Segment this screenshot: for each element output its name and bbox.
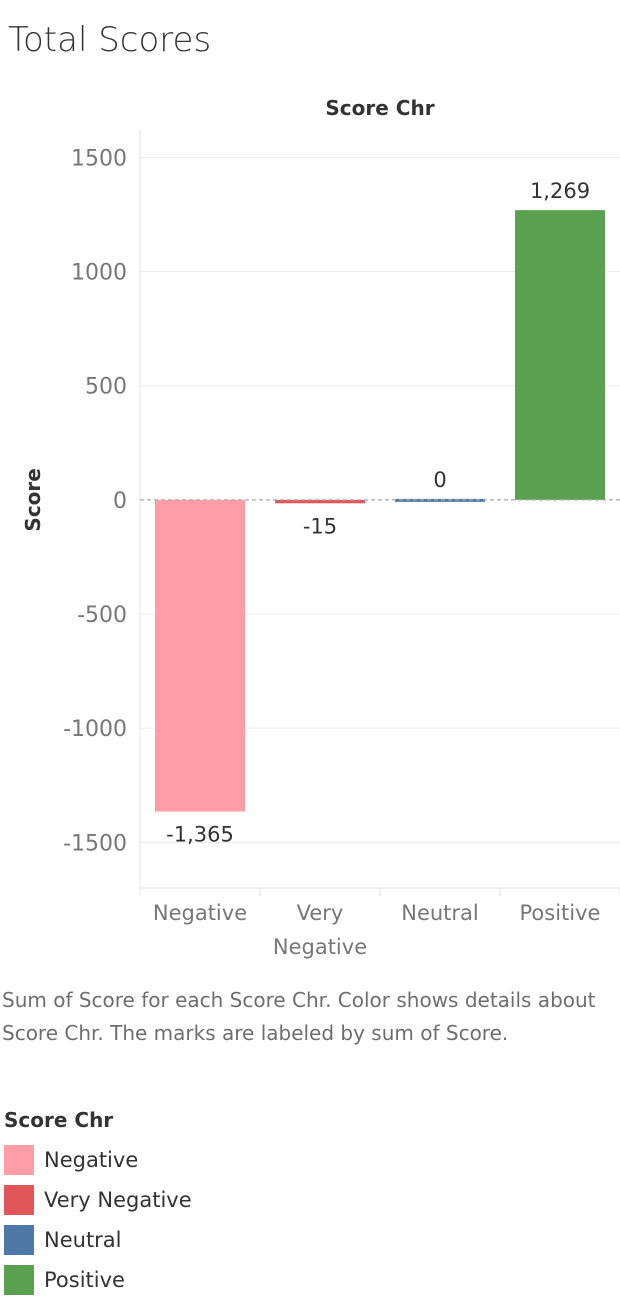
legend-item-positive[interactable]: Positive <box>4 1260 192 1300</box>
legend-label: Very Negative <box>44 1188 192 1212</box>
legend-swatch <box>4 1185 34 1215</box>
chart-title: Total Scores <box>8 20 212 60</box>
legend: Score Chr Negative Very Negative Neutral… <box>4 1108 192 1300</box>
y-axis-title: Score <box>21 468 45 531</box>
bar-positive <box>515 210 605 500</box>
x-tick-label: Neutral <box>401 901 479 925</box>
legend-title: Score Chr <box>4 1108 114 1132</box>
data-label: 1,269 <box>530 179 590 203</box>
legend-swatch <box>4 1265 34 1295</box>
bar-very-negative <box>275 499 365 504</box>
y-tick-label: 500 <box>85 375 127 400</box>
data-label: 0 <box>433 468 446 492</box>
legend-item-negative[interactable]: Negative <box>4 1140 192 1180</box>
y-tick-label: -500 <box>77 603 127 628</box>
y-tick-label: 1000 <box>71 261 127 286</box>
legend-swatch <box>4 1145 34 1175</box>
x-tick-label: Very <box>297 901 344 925</box>
y-tick-label: 1500 <box>71 146 127 171</box>
column-header: Score Chr <box>325 96 434 120</box>
legend-label: Positive <box>44 1268 125 1292</box>
legend-item-neutral[interactable]: Neutral <box>4 1220 192 1260</box>
x-tick-label: Negative <box>153 901 247 925</box>
data-label: -15 <box>303 514 337 538</box>
bar-chart: Score Chr 1500 1000 500 0 -500 -1000 -1500 Score… <box>21 96 620 959</box>
bar-negative <box>155 499 245 812</box>
bar-neutral <box>395 498 485 502</box>
legend-swatch <box>4 1225 34 1255</box>
legend-label: Neutral <box>44 1228 122 1252</box>
x-tick-label: Positive <box>520 901 601 925</box>
x-tick-label: Negative <box>273 935 367 959</box>
y-tick-label: -1500 <box>63 831 127 856</box>
legend-item-very-negative[interactable]: Very Negative <box>4 1180 192 1220</box>
y-tick-label: 0 <box>113 489 127 514</box>
data-label: -1,365 <box>166 823 234 847</box>
chart-caption: Sum of Score for each Score Chr. Color s… <box>2 988 596 1045</box>
y-tick-label: -1000 <box>63 717 127 742</box>
legend-label: Negative <box>44 1148 139 1172</box>
